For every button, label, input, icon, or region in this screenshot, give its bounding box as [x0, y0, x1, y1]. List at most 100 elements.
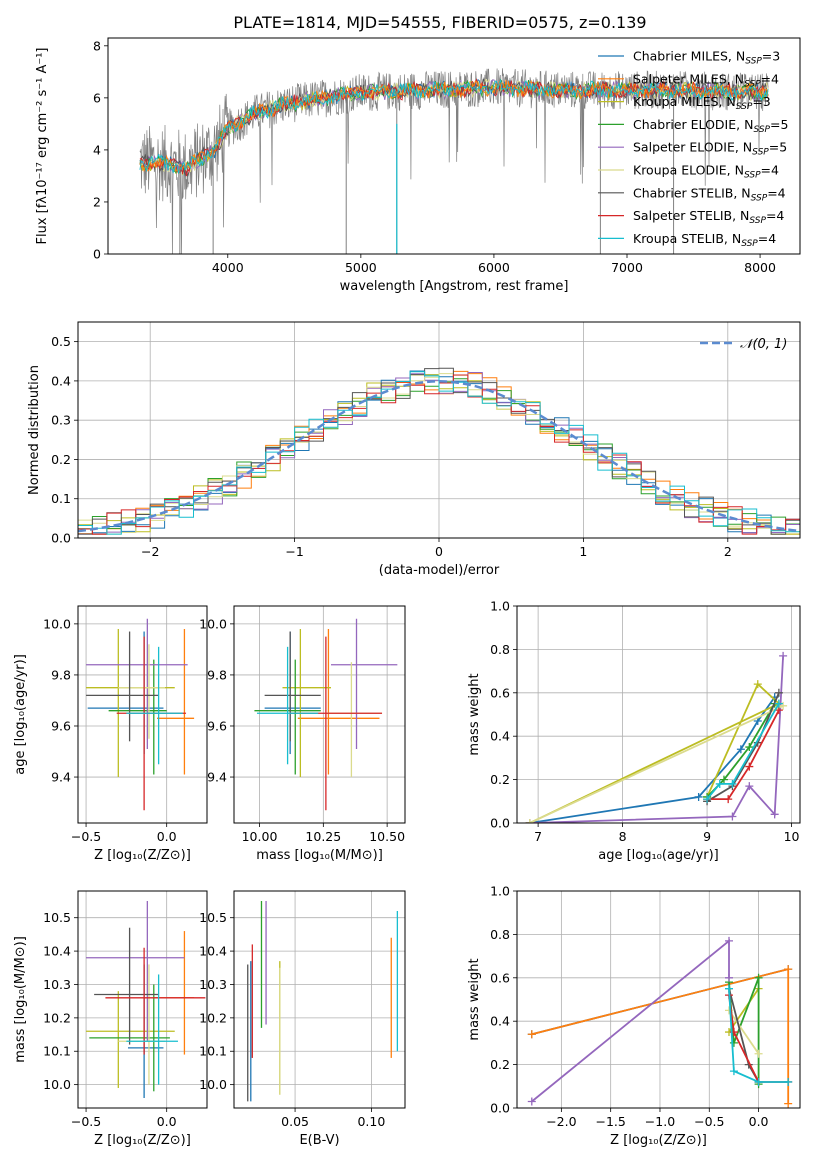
- mass-weight-marker: [719, 775, 728, 784]
- residuals-plot-area: [78, 322, 800, 538]
- legend-entry: Salpeter MILES, NSSP=4: [633, 71, 779, 89]
- weight-vs-age-ytick-label: 0.8: [490, 642, 510, 657]
- mass-vs-Z-frame: [77, 890, 208, 1109]
- spectrum-frame: [107, 37, 801, 255]
- legend-entry: 𝒩(0, 1): [740, 337, 787, 352]
- normal-distribution-curve: [78, 380, 800, 533]
- residuals-xtick-label: 2: [724, 544, 732, 559]
- mass-weight-line: [529, 696, 776, 823]
- mass-weight-marker: [784, 1099, 793, 1108]
- spectrum-ytick-label: 4: [93, 142, 101, 157]
- residuals-ytick-label: 0.2: [51, 452, 71, 467]
- weight-vs-Z-panel: −2.0 −1.5 −1.0 −0.5 0.0 0.0 0.2 0.4 0.6 0.8 1.0 Z […: [467, 884, 801, 1148]
- mass-vs-EBV-xlabel: E(B-V): [299, 1133, 339, 1148]
- legend-entry-count: =4: [766, 208, 784, 223]
- weight-vs-age-xtick-label: 10: [784, 829, 800, 844]
- weight-vs-Z-xtick-label: −1.0: [645, 1114, 675, 1129]
- mass-vs-EBV-ytick-label: 10.0: [199, 1077, 227, 1092]
- residuals-xtick-label: 1: [579, 544, 587, 559]
- age-vs-mass-ytick-label: 9.8: [207, 667, 227, 682]
- spectrum-plot-area: [139, 68, 769, 254]
- legend-entry-count: =3: [762, 49, 780, 64]
- legend-entry-name: Chabrier ELODIE, N: [633, 117, 753, 132]
- mass-vs-Z-ytick-label: 10.2: [43, 1010, 71, 1025]
- weight-vs-age-ytick-label: 0.4: [490, 729, 510, 744]
- mass-weight-marker: [728, 779, 737, 788]
- legend-entry-subscript: SSP: [753, 125, 770, 135]
- mass-weight-line: [728, 988, 789, 1083]
- mass-vs-EBV-panel: 0.05 0.10 10.0 10.1 10.2 10.3 10.4 10.5 E(B-V): [199, 890, 406, 1148]
- residuals-ytick-label: 0.0: [51, 531, 71, 546]
- age-vs-Z-xtick-label: −0.5: [71, 829, 101, 844]
- mass-weight-marker: [527, 1030, 536, 1039]
- mass-vs-EBV-ytick-label: 10.2: [199, 1010, 227, 1025]
- legend-entry-subscript: SSP: [751, 193, 768, 203]
- mass-weight-marker: [725, 973, 734, 982]
- legend-entry-name: Kroupa STELIB, N: [633, 231, 741, 246]
- age-vs-mass-frame: [233, 605, 406, 824]
- legend-entry-count: =5: [770, 117, 788, 132]
- mass-weight-marker: [754, 1049, 763, 1058]
- mass-vs-EBV-grid: [234, 891, 405, 1108]
- mass-weight-marker: [779, 651, 788, 660]
- weight-vs-age-frame: [516, 605, 801, 824]
- mass-weight-marker: [724, 795, 733, 804]
- legend-entry-count: =4: [767, 185, 785, 200]
- weight-vs-age-xtick-label: 8: [619, 829, 627, 844]
- weight-vs-Z-ytick-label: 0.8: [490, 927, 510, 942]
- age-vs-Z-xlabel: Z [log₁₀(Z/Z⊙)]: [94, 848, 191, 863]
- residuals-xtick-label: −2: [141, 544, 159, 559]
- legend-entry-name: Chabrier STELIB, N: [633, 185, 751, 200]
- mass-weight-marker: [745, 743, 754, 752]
- age-vs-mass-panel: 10.00 10.25 10.50 9.4 9.6 9.8 10.0 mass [log₁₀(…: [199, 605, 406, 863]
- age-vs-Z-plot-area: [78, 606, 207, 823]
- age-vs-Z-ylabel: age [log₁₀(age/yr)]: [13, 654, 28, 775]
- mass-vs-Z-plot-area: [78, 891, 207, 1108]
- mass-weight-marker: [736, 745, 745, 754]
- spectrum-xlabel: wavelength [Angstrom, rest frame]: [340, 279, 569, 294]
- mass-vs-Z-xtick-label: 0.0: [157, 1114, 177, 1129]
- mass-weight-marker: [725, 936, 734, 945]
- mass-vs-EBV-plot-area: [234, 891, 405, 1108]
- legend-entry-name: Chabrier MILES, N: [633, 49, 745, 64]
- mass-vs-EBV-ytick-label: 10.5: [199, 910, 227, 925]
- spectrum-ytick-label: 6: [93, 90, 101, 105]
- mass-vs-EBV-ytick-label: 10.3: [199, 977, 227, 992]
- spectrum-ylabel: Flux [fλ10⁻¹⁷ erg cm⁻² s⁻¹ A⁻¹]: [35, 48, 50, 245]
- mass-weight-marker: [525, 819, 534, 823]
- legend-entry-subscript: SSP: [744, 171, 761, 181]
- age-vs-Z-ytick-label: 9.8: [51, 667, 71, 682]
- mass-weight-line: [529, 704, 784, 823]
- weight-vs-Z-xtick-label: −1.5: [595, 1114, 625, 1129]
- spectrum-xtick-label: 6000: [478, 260, 510, 275]
- age-vs-Z-grid: [78, 606, 207, 823]
- residuals-ytick-label: 0.4: [51, 373, 71, 388]
- legend-entry-name: Salpeter ELODIE, N: [633, 140, 752, 155]
- age-vs-Z-frame: [77, 605, 208, 824]
- mass-vs-EBV-xtick-label: 0.05: [281, 1114, 309, 1129]
- age-vs-Z-ytick-label: 10.0: [43, 616, 71, 631]
- weight-vs-age-xtick-label: 9: [703, 829, 711, 844]
- age-vs-mass-ytick-label: 9.4: [207, 770, 227, 785]
- mass-vs-Z-xtick-label: −0.5: [71, 1114, 101, 1129]
- mass-vs-EBV-xtick-label: 0.10: [357, 1114, 385, 1129]
- spectrum-ytick-label: 8: [93, 38, 101, 53]
- legend-entry-name: Salpeter MILES, N: [633, 71, 744, 86]
- mass-vs-Z-grid: [78, 891, 207, 1108]
- mass-weight-marker: [745, 782, 754, 791]
- weight-vs-age-panel: 7 8 9 10 0.0 0.2 0.4 0.6 0.8 1.0 age [log₁₀(age/yr…: [467, 599, 801, 863]
- weight-vs-Z-ylabel: mass weight: [467, 958, 482, 1040]
- weight-vs-Z-xtick-label: −2.0: [546, 1114, 576, 1129]
- mass-weight-marker: [779, 701, 788, 710]
- age-vs-mass-xtick-label: 10.50: [369, 829, 405, 844]
- weight-vs-age-ytick-label: 1.0: [490, 599, 510, 614]
- legend-entry: Chabrier MILES, NSSP=3: [633, 49, 780, 67]
- legend-entry-count: =4: [758, 231, 776, 246]
- age-vs-mass-ytick-label: 9.6: [207, 718, 227, 733]
- mass-weight-marker: [527, 1097, 536, 1106]
- weight-vs-Z-xlabel: Z [log₁₀(Z/Z⊙)]: [610, 1133, 707, 1148]
- residuals-xlabel: (data-model)/error: [379, 563, 500, 578]
- figure-title: PLATE=1814, MJD=54555, FIBERID=0575, z=0…: [233, 13, 646, 32]
